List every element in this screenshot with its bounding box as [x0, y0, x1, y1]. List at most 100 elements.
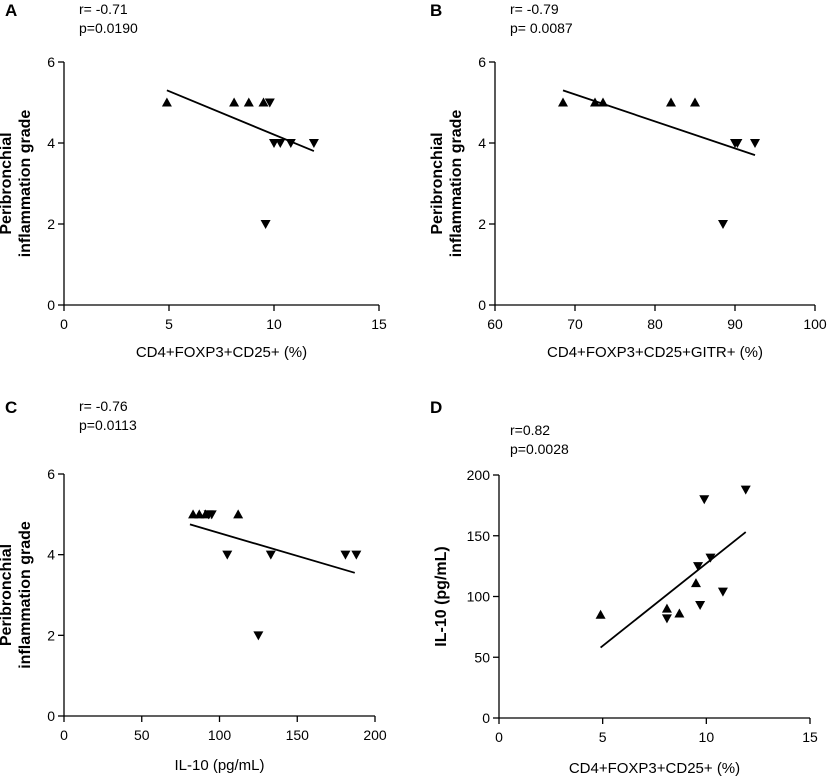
y-tick-label: 6	[47, 466, 55, 482]
x-tick-label: 80	[647, 316, 663, 332]
y-axis-label: Peribronchial inflammation grade	[0, 110, 34, 258]
triangle-up-point	[598, 97, 608, 107]
triangle-up-point	[661, 603, 672, 613]
triangle-up-point	[233, 509, 244, 519]
y-tick-label: 4	[47, 547, 55, 563]
y-axis-label: Peribronchial inflammation grade	[429, 110, 465, 258]
triangle-down-point	[750, 139, 760, 148]
triangle-up-point	[590, 97, 600, 107]
x-tick-label: 60	[487, 316, 503, 332]
correlation-r: r=0.82	[510, 422, 550, 438]
triangle-up-point	[595, 609, 606, 619]
x-tick-label: 10	[699, 729, 715, 745]
y-tick-label: 200	[467, 467, 491, 483]
x-axis-label: CD4+FOXP3+CD25+GITR+ (%)	[547, 344, 763, 361]
x-tick-label: 90	[727, 316, 743, 332]
p-value: p=0.0028	[510, 441, 569, 457]
correlation-r: r= -0.79	[510, 1, 559, 17]
triangle-up-point	[229, 97, 240, 107]
y-tick-label: 2	[47, 216, 55, 232]
triangle-up-point	[690, 97, 700, 107]
triangle-down-point	[253, 631, 264, 641]
y-tick-label: 50	[474, 649, 490, 665]
triangle-down-point	[275, 139, 286, 148]
y-tick-label: 4	[47, 135, 55, 151]
triangle-down-point	[264, 98, 275, 108]
p-value: p= 0.0087	[510, 20, 573, 36]
y-axis-label-line: inflammation grade	[17, 110, 34, 258]
y-tick-label: 6	[47, 54, 55, 70]
y-tick-label: 100	[467, 589, 491, 605]
triangle-up-point	[258, 97, 269, 107]
x-tick-label: 5	[165, 316, 173, 332]
x-tick-label: 100	[803, 316, 827, 332]
y-axis-label-line: inflammation grade	[448, 110, 465, 258]
correlation-r: r= -0.71	[79, 1, 128, 17]
triangle-down-point	[717, 587, 728, 597]
y-axis-label-line: inflammation grade	[17, 521, 34, 669]
x-tick-label: 5	[599, 729, 607, 745]
regression-line	[189, 523, 356, 574]
x-tick-label: 150	[286, 727, 310, 743]
x-tick-label: 15	[371, 316, 387, 332]
x-tick-label: 0	[495, 729, 503, 745]
triangle-down-point	[206, 510, 217, 520]
x-axis-label: CD4+FOXP3+CD25+ (%)	[136, 344, 307, 361]
triangle-down-point	[718, 220, 728, 229]
x-tick-label: 100	[208, 727, 232, 743]
triangle-down-point	[732, 139, 743, 148]
y-tick-label: 0	[478, 297, 486, 313]
triangle-down-point	[695, 601, 706, 611]
triangle-down-point	[340, 550, 351, 560]
panel-letter: A	[5, 1, 17, 20]
triangle-up-point	[666, 97, 676, 107]
x-tick-label: 0	[60, 316, 68, 332]
triangle-down-point	[705, 553, 716, 563]
x-tick-label: 70	[567, 316, 583, 332]
y-axis-label: Peribronchial inflammation grade	[0, 521, 34, 669]
p-value: p=0.0113	[79, 417, 137, 433]
panel-letter: D	[430, 398, 442, 417]
y-axis-label-line: Peribronchial	[429, 132, 446, 234]
regression-line	[600, 531, 747, 649]
x-tick-label: 0	[60, 727, 68, 743]
regression-line	[562, 89, 756, 157]
triangle-down-point	[308, 139, 319, 148]
y-tick-label: 6	[478, 54, 486, 70]
x-tick-label: 50	[134, 727, 150, 743]
triangle-up-point	[558, 97, 568, 107]
y-axis-label-line: IL-10 (pg/mL)	[433, 546, 450, 646]
triangle-up-point	[690, 578, 701, 588]
triangle-down-point	[351, 550, 362, 560]
panel-letter: C	[5, 398, 17, 417]
triangle-down-point	[740, 485, 751, 495]
triangle-down-point	[260, 220, 271, 229]
triangle-down-point	[693, 562, 704, 572]
triangle-up-point	[243, 97, 254, 107]
triangle-down-point	[222, 550, 233, 560]
x-tick-label: 10	[266, 316, 282, 332]
x-tick-label: 200	[363, 727, 387, 743]
triangle-down-point	[269, 139, 279, 148]
y-axis-label: IL-10 (pg/mL)	[433, 546, 450, 646]
triangle-down-point	[285, 139, 296, 148]
correlation-r: r= -0.76	[79, 398, 128, 414]
y-tick-label: 0	[47, 297, 55, 313]
panel-letter: B	[430, 1, 442, 20]
triangle-down-point	[699, 495, 710, 505]
triangle-down-point	[661, 614, 672, 624]
y-tick-label: 150	[467, 528, 491, 544]
triangle-down-point	[265, 550, 276, 560]
x-tick-label: 15	[802, 729, 818, 745]
p-value: p=0.0190	[79, 20, 138, 36]
y-tick-label: 0	[482, 710, 490, 726]
x-axis-label: CD4+FOXP3+CD25+ (%)	[569, 760, 740, 777]
triangle-up-point	[674, 608, 685, 618]
y-tick-label: 2	[478, 216, 486, 232]
triangle-up-point	[161, 97, 172, 107]
y-tick-label: 2	[47, 627, 55, 643]
